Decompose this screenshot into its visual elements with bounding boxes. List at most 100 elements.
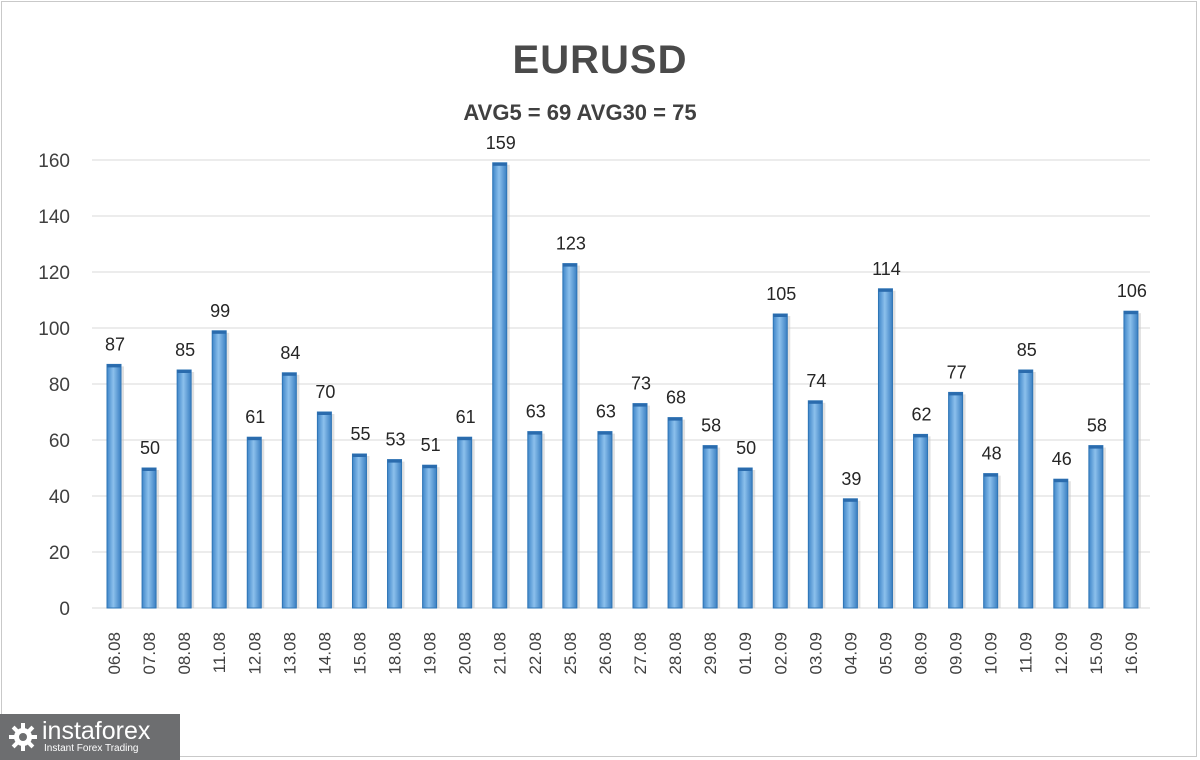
bar-cap	[878, 288, 893, 292]
logo-name: instaforex	[42, 717, 151, 745]
bar-cap	[1053, 479, 1068, 483]
x-tick-label: 01.09	[736, 632, 755, 675]
data-label: 159	[486, 133, 516, 153]
bar	[422, 464, 438, 609]
bar-cap	[633, 403, 647, 407]
bar-cap	[983, 473, 998, 477]
bar-cap	[527, 431, 542, 435]
data-label: 123	[556, 234, 586, 254]
data-label: 99	[210, 301, 230, 321]
bar	[211, 330, 227, 609]
bar-cap	[142, 468, 157, 471]
data-label: 39	[841, 469, 861, 489]
x-tick-label: 14.08	[315, 632, 334, 675]
data-label: 85	[1017, 340, 1037, 360]
bar-cap	[387, 459, 402, 463]
x-tick-label: 22.08	[526, 632, 545, 675]
y-axis-ticks: 0 20 40 60 80 100 120 140 160	[38, 151, 70, 620]
data-label: 105	[766, 284, 796, 304]
bar-cap	[668, 417, 683, 421]
x-tick-label: 08.09	[912, 632, 931, 675]
bar	[1123, 310, 1139, 609]
x-tick-label: 26.08	[596, 632, 615, 675]
x-tick-label: 21.08	[491, 632, 510, 675]
x-tick-label: 16.09	[1122, 632, 1141, 675]
data-label: 77	[947, 362, 967, 382]
x-tick-label: 29.08	[701, 632, 720, 675]
bar	[562, 263, 578, 609]
chart-subtitle: AVG5 = 69 AVG30 = 75	[463, 100, 697, 125]
bar	[1088, 445, 1104, 609]
bar	[842, 498, 858, 609]
x-tick-label: 05.09	[876, 632, 895, 675]
data-label: 106	[1117, 281, 1147, 301]
x-tick-label: 20.08	[456, 632, 475, 675]
y-tick-label: 100	[38, 319, 70, 340]
bar	[702, 445, 718, 609]
bar	[281, 372, 297, 609]
x-tick-label: 28.08	[666, 632, 685, 675]
bar-cap	[948, 392, 963, 396]
bar	[527, 431, 543, 609]
bar-cap	[422, 465, 437, 469]
bar-cap	[703, 445, 718, 449]
data-label: 68	[666, 388, 686, 408]
bars	[106, 162, 1141, 609]
data-label: 61	[245, 407, 265, 427]
data-label: 58	[701, 416, 721, 436]
bar-cap	[107, 364, 121, 368]
x-tick-label: 08.08	[175, 632, 194, 675]
bar-cap	[1018, 370, 1033, 373]
data-label: 50	[736, 438, 756, 458]
y-tick-label: 0	[59, 599, 70, 620]
data-label: 63	[526, 402, 546, 422]
bar	[1053, 478, 1069, 609]
data-label: 84	[280, 343, 300, 363]
bar	[807, 400, 823, 609]
bar	[457, 436, 473, 609]
bar	[106, 363, 122, 609]
bar-cap	[738, 468, 753, 471]
bar-cap	[352, 454, 367, 457]
bar-cap	[177, 370, 192, 373]
x-tick-label: 07.08	[140, 632, 159, 675]
data-label: 48	[982, 444, 1002, 464]
x-tick-label: 11.08	[210, 632, 229, 673]
bar-cap	[808, 400, 823, 404]
x-tick-label: 18.08	[386, 632, 405, 675]
logo-tagline: Instant Forex Trading	[44, 743, 139, 754]
bar	[1018, 369, 1034, 609]
bar-cap	[492, 162, 507, 166]
bar	[492, 162, 508, 609]
x-tick-label: 12.09	[1052, 632, 1071, 675]
x-tick-label: 03.09	[806, 632, 825, 675]
data-label: 87	[105, 334, 125, 354]
bar-cap	[773, 314, 788, 317]
x-tick-label: 12.08	[245, 632, 264, 675]
data-label: 51	[421, 435, 441, 455]
y-tick-label: 120	[38, 263, 70, 284]
grid-lines	[92, 159, 1150, 609]
bar-cap	[457, 437, 472, 441]
y-tick-label: 40	[49, 487, 70, 508]
bar	[141, 467, 157, 609]
bar	[597, 431, 613, 609]
data-label: 70	[315, 382, 335, 402]
x-tick-label: 25.08	[561, 632, 580, 675]
data-label: 63	[596, 402, 616, 422]
data-label: 58	[1087, 416, 1107, 436]
data-label: 62	[912, 404, 932, 424]
x-tick-label: 10.09	[982, 632, 1001, 675]
data-label: 114	[872, 259, 901, 279]
data-label: 50	[140, 438, 160, 458]
bar	[246, 436, 262, 609]
y-tick-label: 140	[38, 207, 70, 228]
x-tick-label: 02.09	[771, 632, 790, 675]
data-label: 85	[175, 340, 195, 360]
bar	[316, 411, 332, 609]
bar-cap	[597, 431, 612, 435]
bar	[877, 288, 893, 609]
chart-title: EURUSD	[512, 38, 688, 82]
